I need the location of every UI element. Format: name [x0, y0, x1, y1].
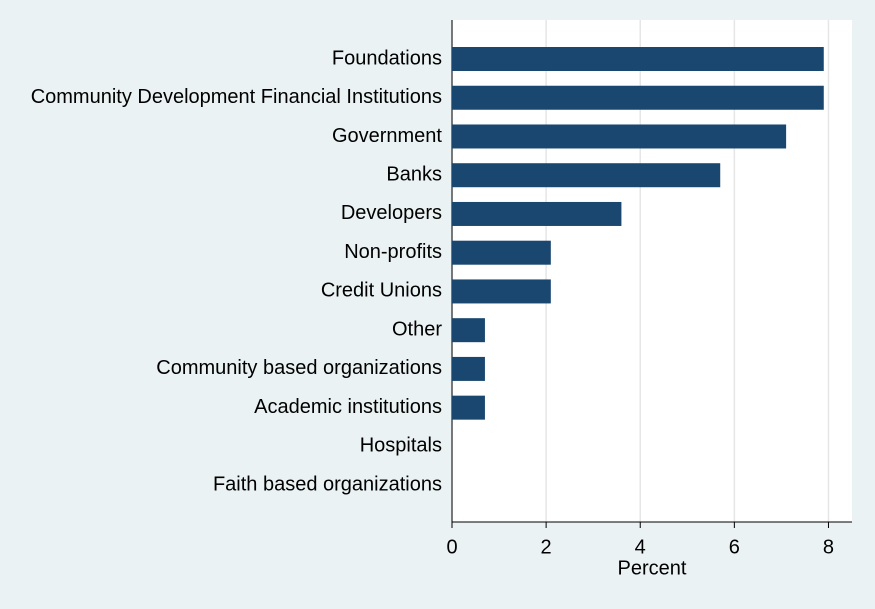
bar — [452, 279, 551, 304]
bar — [452, 318, 485, 343]
x-tick-label: 4 — [635, 536, 646, 558]
x-tick-label: 8 — [823, 536, 834, 558]
y-tick-label: Faith based organizations — [213, 473, 442, 495]
y-tick-label: Credit Unions — [321, 280, 442, 302]
bar — [452, 201, 622, 226]
y-tick-label: Other — [392, 318, 442, 340]
y-tick-label: Community based organizations — [156, 357, 442, 379]
y-tick-label: Developers — [341, 202, 442, 224]
x-tick-label: 6 — [729, 536, 740, 558]
x-axis-label: Percent — [618, 557, 687, 579]
y-tick-label: Government — [332, 125, 442, 147]
x-tick-label: 0 — [446, 536, 457, 558]
bar — [452, 47, 824, 71]
y-tick-label: Hospitals — [360, 435, 442, 457]
bar — [452, 240, 551, 265]
y-tick-label: Community Development Financial Institut… — [31, 86, 442, 108]
bar — [452, 356, 485, 381]
bar — [452, 124, 787, 149]
y-tick-label: Academic institutions — [254, 396, 442, 418]
bar — [452, 85, 824, 110]
y-tick-label: Foundations — [332, 47, 442, 69]
x-tick-label: 2 — [541, 536, 552, 558]
bar — [452, 163, 721, 188]
y-tick-label: Banks — [386, 164, 442, 186]
bar — [452, 395, 485, 420]
y-tick-label: Non-profits — [344, 241, 442, 263]
